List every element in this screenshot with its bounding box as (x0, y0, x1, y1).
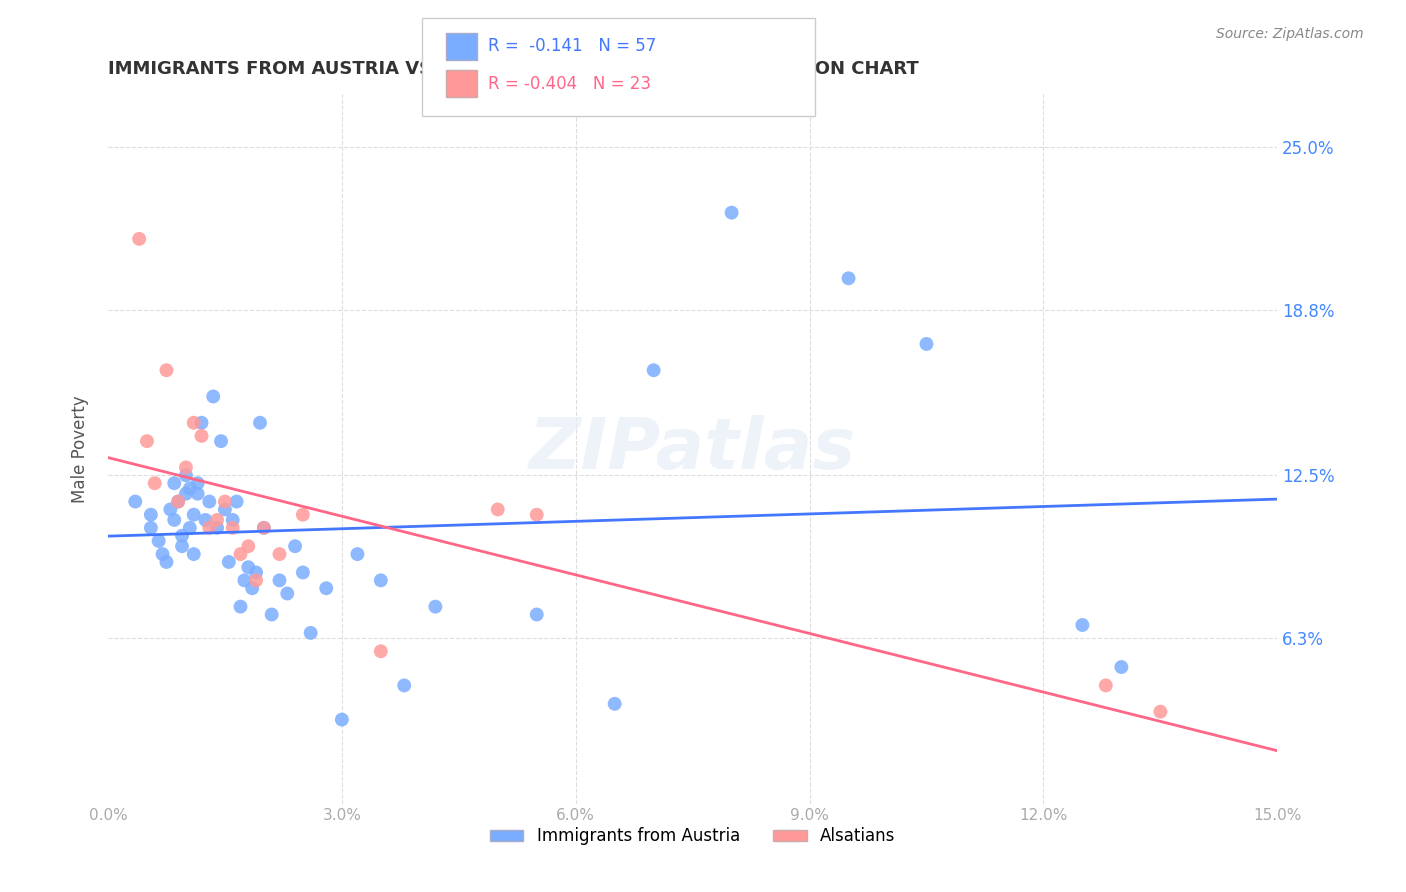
Point (139, 521, 162, 535)
Point (330, 713, 353, 727)
Point (245, 574, 267, 588)
Point (218, 555, 240, 569)
Point (229, 599, 252, 614)
Point (291, 566, 314, 580)
Point (148, 533, 170, 548)
Point (167, 494, 190, 508)
Point (190, 429, 212, 443)
Point (163, 513, 186, 527)
Point (163, 476, 186, 491)
Point (392, 678, 415, 692)
Point (190, 416, 212, 430)
Point (915, 337, 938, 351)
Point (643, 363, 665, 377)
Point (260, 607, 283, 622)
Point (222, 521, 245, 535)
Point (238, 560, 260, 574)
Point (202, 389, 225, 403)
Point (526, 508, 548, 522)
Point (229, 547, 252, 561)
Point (222, 513, 245, 527)
Point (603, 697, 626, 711)
Point (209, 434, 232, 449)
Point (187, 486, 209, 500)
Point (1094, 678, 1116, 692)
Point (253, 521, 276, 535)
Point (276, 586, 298, 600)
Point (486, 502, 509, 516)
Point (170, 529, 193, 543)
Point (183, 547, 205, 561)
Text: ZIPatlas: ZIPatlas (529, 415, 856, 483)
Y-axis label: Male Poverty: Male Poverty (72, 395, 89, 503)
Point (720, 205, 742, 219)
Point (159, 502, 181, 516)
Point (205, 521, 228, 535)
Point (838, 271, 860, 285)
Point (174, 468, 197, 483)
Point (128, 232, 150, 246)
Point (1111, 660, 1133, 674)
Point (299, 626, 322, 640)
Point (240, 581, 263, 595)
Point (170, 539, 193, 553)
Point (238, 539, 260, 553)
Point (253, 521, 276, 535)
Point (214, 502, 236, 516)
Text: R =  -0.141   N = 57: R = -0.141 N = 57 (488, 37, 657, 55)
Point (425, 599, 447, 614)
Point (1149, 705, 1171, 719)
Point (370, 574, 392, 588)
Point (183, 508, 205, 522)
Point (167, 494, 190, 508)
Point (174, 460, 197, 475)
Point (526, 607, 548, 622)
Point (225, 494, 247, 508)
Legend: Immigrants from Austria, Alsatians: Immigrants from Austria, Alsatians (484, 821, 901, 852)
Point (174, 486, 197, 500)
Point (205, 513, 228, 527)
Point (245, 566, 267, 580)
Point (291, 508, 314, 522)
Text: Source: ZipAtlas.com: Source: ZipAtlas.com (1216, 27, 1364, 41)
Point (124, 494, 146, 508)
Point (269, 547, 291, 561)
Point (152, 547, 174, 561)
Point (183, 416, 205, 430)
Point (198, 494, 221, 508)
Point (214, 494, 236, 508)
Point (249, 416, 271, 430)
Point (315, 581, 337, 595)
Point (370, 644, 392, 658)
Point (179, 482, 201, 496)
Point (179, 521, 201, 535)
Point (139, 508, 162, 522)
Point (194, 513, 217, 527)
Point (269, 574, 291, 588)
Point (1071, 618, 1094, 632)
Point (187, 476, 209, 491)
Point (155, 363, 177, 377)
Point (346, 547, 368, 561)
Point (155, 555, 177, 569)
Point (198, 521, 221, 535)
Text: R = -0.404   N = 23: R = -0.404 N = 23 (488, 75, 651, 93)
Text: IMMIGRANTS FROM AUSTRIA VS ALSATIAN MALE POVERTY CORRELATION CHART: IMMIGRANTS FROM AUSTRIA VS ALSATIAN MALE… (108, 60, 918, 78)
Point (143, 476, 166, 491)
Point (284, 539, 307, 553)
Point (136, 434, 159, 449)
Point (233, 574, 256, 588)
